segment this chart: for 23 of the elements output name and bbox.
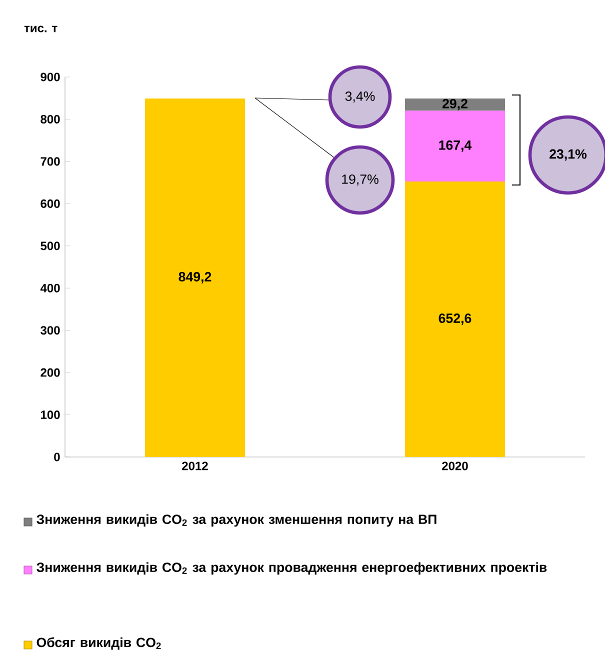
data-label: 167,4 [439,140,472,152]
data-label: 652,6 [438,314,472,325]
legend-label: Зниження викидів CO$_{2}$ за рахунок провадження енергоефективних проектів [36,562,547,575]
y-tick-label: 800 [40,114,60,124]
data-label: 29,2 [442,98,468,110]
annotation: 19,7% [342,174,378,186]
y-tick-label: 500 [40,242,60,250]
y-tick-label: 100 [41,410,60,420]
y-tick-label: 400 [40,284,60,292]
x-tick-label: 2012 [182,462,208,470]
y-tick-label: 300 [40,326,60,335]
annotation: 23,1% [550,149,587,161]
y-tick-label: 600 [40,199,60,208]
y-axis-title: тис. т [24,26,58,32]
legend-label: Зниження викидів CO$_{2}$ за рахунок зменшення попиту на ВП [36,514,436,527]
legend-label: Обсяг викидів CO$_{2}$ [36,637,161,650]
y-tick-label: 0 [54,452,60,462]
data-label: 849,2 [178,272,212,284]
y-tick-label: 200 [40,368,60,377]
y-tick-label: 900 [40,72,60,82]
y-tick-label: 700 [40,157,60,166]
x-tick-label: 2020 [442,462,468,470]
annotation: 3,4% [345,91,375,103]
